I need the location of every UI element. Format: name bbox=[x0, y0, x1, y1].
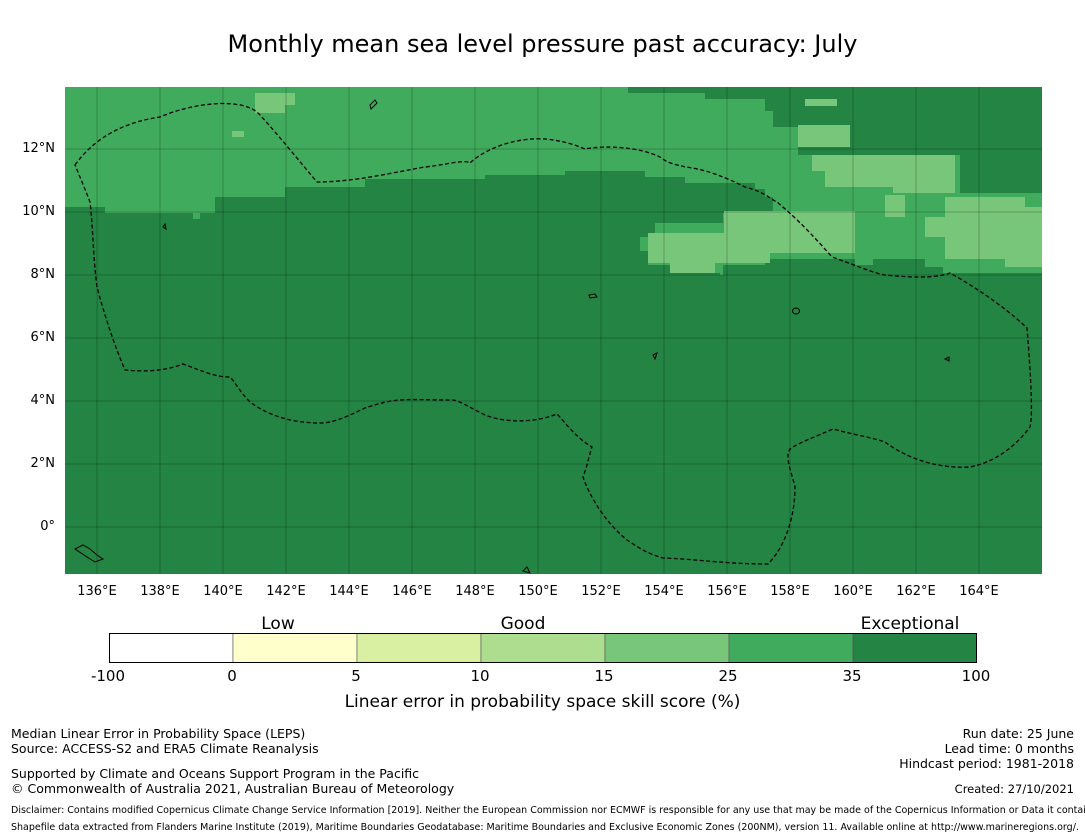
lon-label-148e: 148°E bbox=[455, 584, 495, 599]
good-skill-patch-7 bbox=[885, 195, 905, 217]
island-outline bbox=[943, 356, 950, 362]
colorbar-border bbox=[109, 633, 977, 663]
good-skill-patch-8 bbox=[925, 197, 1042, 267]
colorbar-tick: 10 bbox=[470, 667, 490, 685]
lead-time: Lead time: 0 months bbox=[944, 741, 1074, 756]
lon-label-164e: 164°E bbox=[959, 584, 999, 599]
good-skill-patch-2 bbox=[232, 131, 244, 137]
colorbar-swatch bbox=[109, 633, 234, 663]
skill-map bbox=[65, 87, 1042, 574]
colorbar-tick: 35 bbox=[842, 667, 862, 685]
colorbar-swatch bbox=[728, 633, 854, 663]
lat-label-6n: 6°N bbox=[30, 330, 56, 345]
lon-label-162e: 162°E bbox=[896, 584, 936, 599]
coastlines bbox=[74, 99, 950, 574]
lat-label-12n: 12°N bbox=[22, 141, 55, 156]
island-outline bbox=[792, 307, 800, 315]
lat-label-10n: 10°N bbox=[22, 204, 55, 219]
footer-leps-line: Median Linear Error in Probability Space… bbox=[11, 726, 306, 741]
hindcast-period: Hindcast period: 1981-2018 bbox=[899, 756, 1074, 771]
footer-copyright-line: © Commonwealth of Australia 2021, Austra… bbox=[11, 781, 455, 796]
footer-method: Median Linear Error in Probability Space… bbox=[11, 726, 319, 756]
footer-run-info: Run date: 25 June Lead time: 0 months Hi… bbox=[899, 726, 1074, 771]
colorbar bbox=[109, 633, 977, 663]
colorbar-swatch bbox=[480, 633, 606, 663]
colorbar-tick: 100 bbox=[961, 667, 991, 685]
colorbar-tick: 0 bbox=[227, 667, 237, 685]
colorbar-swatch bbox=[604, 633, 730, 663]
map-title: Monthly mean sea level pressure past acc… bbox=[227, 30, 858, 58]
island-outline bbox=[522, 566, 531, 574]
colorbar-swatch bbox=[356, 633, 482, 663]
colorbar-tick: 15 bbox=[594, 667, 614, 685]
lon-label-140e: 140°E bbox=[203, 584, 243, 599]
lon-label-152e: 152°E bbox=[581, 584, 621, 599]
colorbar-tick: -100 bbox=[90, 667, 126, 685]
good-skill-patch-5 bbox=[812, 155, 955, 193]
run-date: Run date: 25 June bbox=[962, 726, 1074, 741]
skill-map-canvas bbox=[65, 87, 1042, 574]
disclaimer: Disclaimer: Contains modified Copernicus… bbox=[11, 805, 1085, 816]
island-outline bbox=[588, 293, 598, 299]
lat-label-0: 0° bbox=[40, 519, 55, 534]
lat-label-2n: 2°N bbox=[30, 456, 56, 471]
lon-label-160e: 160°E bbox=[833, 584, 873, 599]
lat-label-4n: 4°N bbox=[30, 393, 56, 408]
colorbar-swatch bbox=[232, 633, 358, 663]
colorbar-title: Linear error in probability space skill … bbox=[344, 692, 741, 712]
lat-label-8n: 8°N bbox=[30, 267, 56, 282]
lon-label-158e: 158°E bbox=[770, 584, 810, 599]
lon-label-150e: 150°E bbox=[518, 584, 558, 599]
island-outline bbox=[162, 222, 167, 231]
lon-label-156e: 156°E bbox=[707, 584, 747, 599]
legend-category-low: Low bbox=[261, 614, 295, 634]
good-skill-patch-4 bbox=[805, 99, 837, 106]
footer-credits: Supported by Climate and Oceans Support … bbox=[11, 766, 454, 796]
shapefile-credit: Shapefile data extracted from Flanders M… bbox=[11, 822, 1079, 833]
island-outline bbox=[652, 352, 658, 361]
island-outline bbox=[369, 99, 378, 110]
colorbar-swatches bbox=[109, 633, 977, 663]
palau-coastline bbox=[74, 544, 105, 563]
footer-source-line: Source: ACCESS-S2 and ERA5 Climate Reana… bbox=[11, 741, 319, 756]
lon-label-136e: 136°E bbox=[77, 584, 117, 599]
lon-label-146e: 146°E bbox=[392, 584, 432, 599]
graticule bbox=[65, 87, 1042, 574]
lon-label-144e: 144°E bbox=[329, 584, 369, 599]
legend-category-good: Good bbox=[500, 614, 546, 634]
legend-category-exceptional: Exceptional bbox=[860, 614, 960, 634]
eez-boundary bbox=[74, 102, 1033, 565]
colorbar-tick: 25 bbox=[718, 667, 738, 685]
lon-label-138e: 138°E bbox=[140, 584, 180, 599]
colorbar-tick: 5 bbox=[351, 667, 361, 685]
lon-label-154e: 154°E bbox=[644, 584, 684, 599]
created-date: Created: 27/10/2021 bbox=[954, 782, 1074, 796]
good-skill-patch-1 bbox=[255, 93, 295, 113]
footer-support-line: Supported by Climate and Oceans Support … bbox=[11, 766, 420, 781]
colorbar-swatch bbox=[852, 633, 977, 663]
good-skill-patch-3 bbox=[798, 125, 850, 147]
lon-label-142e: 142°E bbox=[266, 584, 306, 599]
